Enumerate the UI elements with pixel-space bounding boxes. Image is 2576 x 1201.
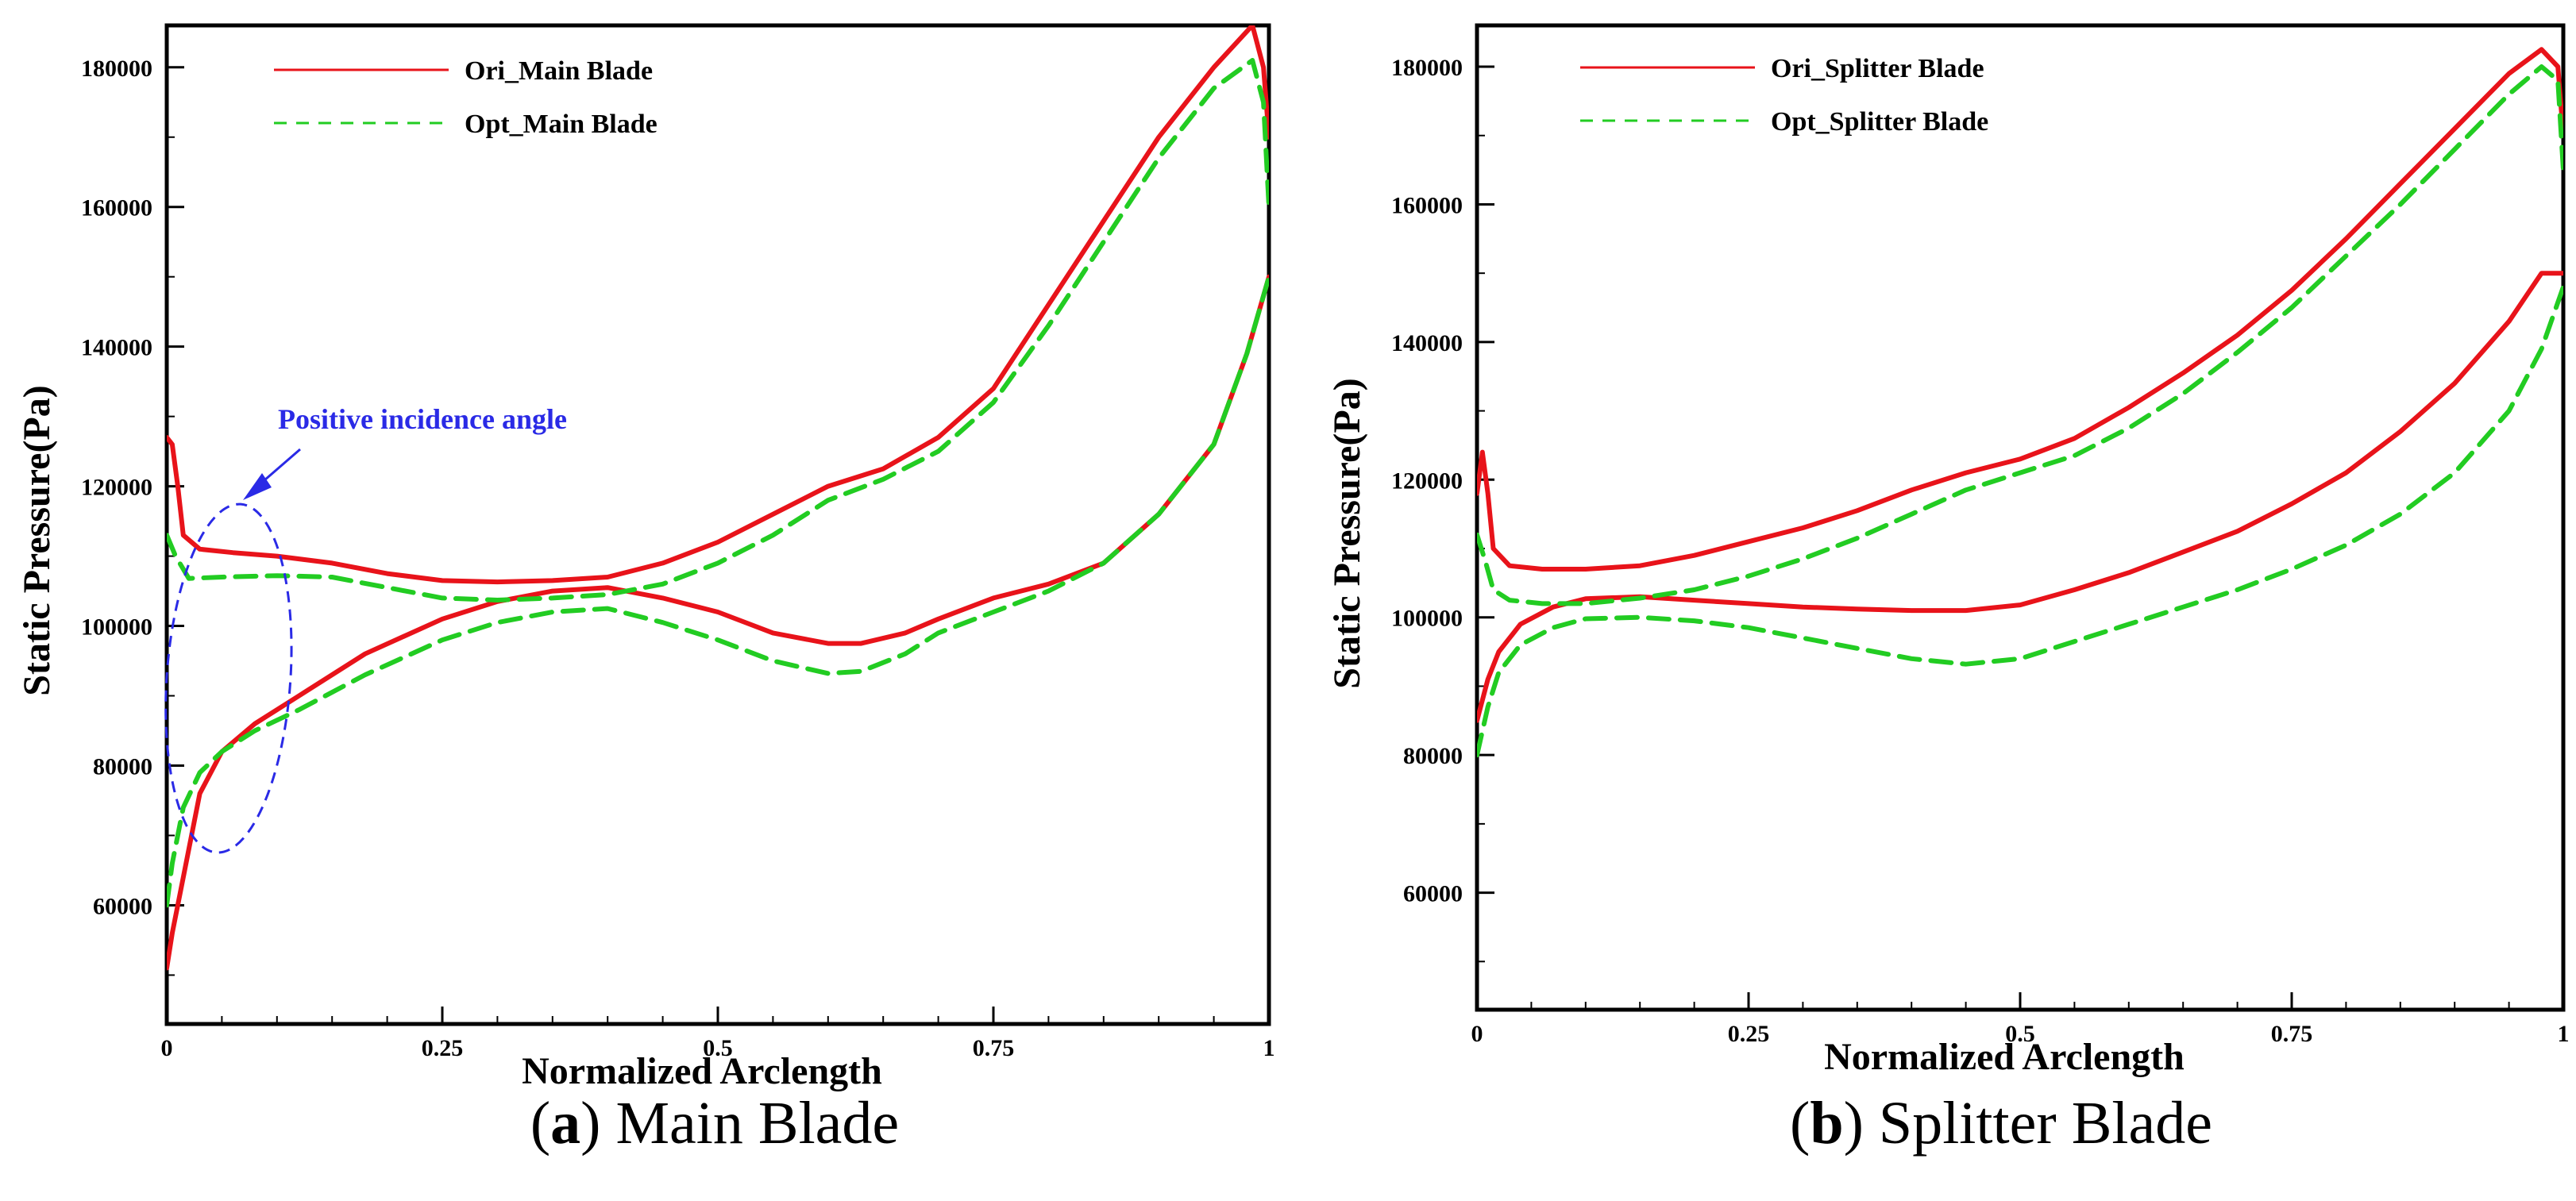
main-plot-frame bbox=[164, 23, 1271, 1026]
splitter-legend-label-1: Ori_Splitter Blade bbox=[1771, 54, 1984, 83]
splitter-legend-label-2: Opt_Splitter Blade bbox=[1771, 107, 1988, 137]
splitter-chart: 0 0.25 0.5 0.75 1600008000010000012000014000… bbox=[1326, 23, 2570, 1157]
main-y-tick-label: 180000 bbox=[81, 56, 152, 82]
main-series-group bbox=[167, 25, 1269, 971]
main-y-tick-label: 80000 bbox=[93, 754, 152, 780]
main-series-line-3 bbox=[167, 274, 1269, 908]
splitter-caption-text: Splitter Blade bbox=[1879, 1090, 2212, 1157]
main-series-line-4 bbox=[167, 58, 1269, 602]
main-x-tick-label: 0.5 bbox=[703, 1035, 733, 1061]
splitter-y-tick-label: 60000 bbox=[1403, 881, 1463, 907]
splitter-caption: (b) Splitter Blade bbox=[1790, 1090, 2212, 1157]
main-chart: 0 0.25 0.5 0.75 1600008000010000012000014000… bbox=[16, 23, 1275, 1157]
main-y-tick-label: 120000 bbox=[81, 475, 152, 501]
splitter-minor-ticks bbox=[1477, 134, 2510, 1010]
splitter-series-group bbox=[1477, 47, 2563, 758]
splitter-caption-letter: b bbox=[1810, 1090, 1843, 1157]
main-y-tick-label: 160000 bbox=[81, 195, 152, 221]
splitter-y-tick-label: 140000 bbox=[1391, 330, 1463, 356]
main-series-line-1 bbox=[167, 274, 1269, 971]
splitter-x-axis-title: Normalized Arclength bbox=[1824, 1036, 2185, 1078]
splitter-series-line-4 bbox=[1477, 64, 2563, 606]
splitter-y-tick-label: 100000 bbox=[1391, 606, 1463, 632]
main-x-tick-label: 0.75 bbox=[973, 1035, 1015, 1061]
splitter-x-tick-label: 0 bbox=[1471, 1021, 1483, 1047]
main-legend-label-2: Opt_Main Blade bbox=[465, 110, 657, 139]
main-y-tick-label: 100000 bbox=[81, 614, 152, 641]
main-y-tick-label: 140000 bbox=[81, 335, 152, 361]
splitter-series-line-2 bbox=[1477, 47, 2563, 572]
splitter-y-axis-title: Static Pressure(Pa) bbox=[1326, 378, 1368, 688]
splitter-plot-frame bbox=[1475, 23, 2566, 1012]
splitter-x-tick-label: 0.25 bbox=[1728, 1021, 1770, 1047]
splitter-x-tick-label: 0.5 bbox=[2005, 1021, 2035, 1047]
splitter-y-tick-label: 160000 bbox=[1391, 192, 1463, 218]
main-annotation-arrow-head bbox=[243, 473, 272, 500]
main-annotation-text: Positive incidence angle bbox=[278, 403, 567, 435]
splitter-series-line-3 bbox=[1477, 284, 2563, 758]
main-x-tick-label: 0.25 bbox=[422, 1035, 464, 1061]
main-x-tick-label: 1 bbox=[1263, 1035, 1275, 1061]
main-x-tick-label: 0 bbox=[161, 1035, 173, 1061]
main-caption-text: Main Blade bbox=[615, 1090, 899, 1157]
splitter-y-tick-label: 120000 bbox=[1391, 468, 1463, 494]
main-caption-letter: a bbox=[550, 1090, 580, 1157]
splitter-y-tick-label: 180000 bbox=[1391, 55, 1463, 81]
main-y-axis-title: Static Pressure(Pa) bbox=[16, 385, 58, 695]
main-legend-label-1: Ori_Main Blade bbox=[465, 56, 653, 86]
splitter-caption-close: ) bbox=[1844, 1090, 1879, 1157]
main-caption: (a) Main Blade bbox=[530, 1090, 899, 1157]
main-series-line-2 bbox=[167, 25, 1269, 585]
splitter-x-tick-label: 1 bbox=[2558, 1021, 2570, 1047]
splitter-x-tick-label: 0.75 bbox=[2271, 1021, 2313, 1047]
main-y-tick-label: 60000 bbox=[93, 893, 152, 919]
splitter-series-line-1 bbox=[1477, 271, 2563, 723]
main-minor-ticks bbox=[167, 136, 1215, 1024]
main-annotation-ellipse bbox=[164, 502, 293, 854]
main-caption-open: ( bbox=[530, 1090, 550, 1157]
main-caption-close: ) bbox=[580, 1090, 615, 1157]
splitter-y-tick-label: 80000 bbox=[1403, 743, 1463, 769]
main-x-axis-title: Normalized Arclength bbox=[522, 1050, 882, 1092]
splitter-caption-open: ( bbox=[1790, 1090, 1810, 1157]
